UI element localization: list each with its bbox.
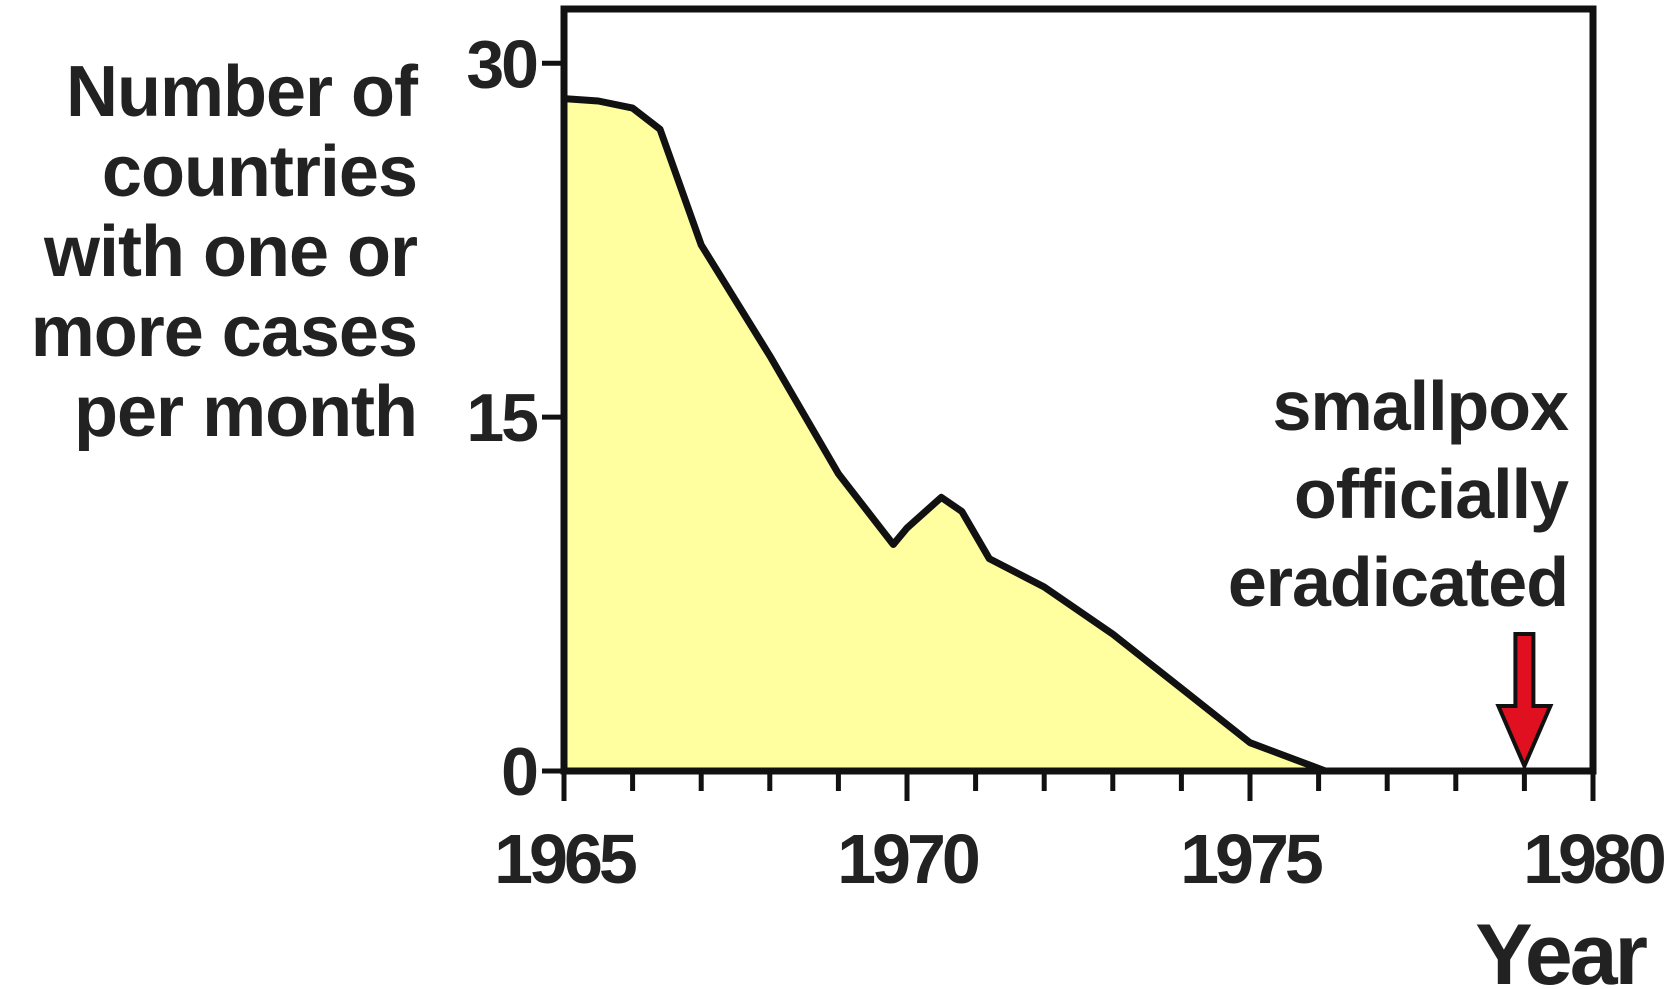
- x-tick-label: 1970: [837, 820, 979, 898]
- annotation-text: officially: [1294, 455, 1569, 533]
- x-axis-label: Year: [1475, 907, 1647, 989]
- x-tick-label: 1965: [494, 820, 636, 898]
- y-axis-label: with one or: [43, 212, 417, 292]
- plot-frame: [560, 5, 1597, 775]
- annotation-arrow: [1495, 632, 1554, 772]
- y-tick-label: 15: [466, 380, 537, 456]
- x-tick-label: 1975: [1180, 820, 1322, 898]
- y-axis-label: per month: [74, 372, 417, 452]
- annotation-text: smallpox: [1273, 367, 1570, 445]
- annotation-text: eradicated: [1228, 543, 1568, 621]
- y-tick-label: 0: [501, 734, 537, 810]
- y-axis-label: Number of: [66, 52, 419, 132]
- y-tick-label: 30: [466, 26, 537, 102]
- area-line: [563, 95, 1593, 775]
- x-tick-label: 1980: [1523, 820, 1665, 898]
- y-axis-label: countries: [102, 132, 417, 212]
- y-axis-label: more cases: [31, 292, 417, 372]
- area-fill: [564, 98, 1593, 772]
